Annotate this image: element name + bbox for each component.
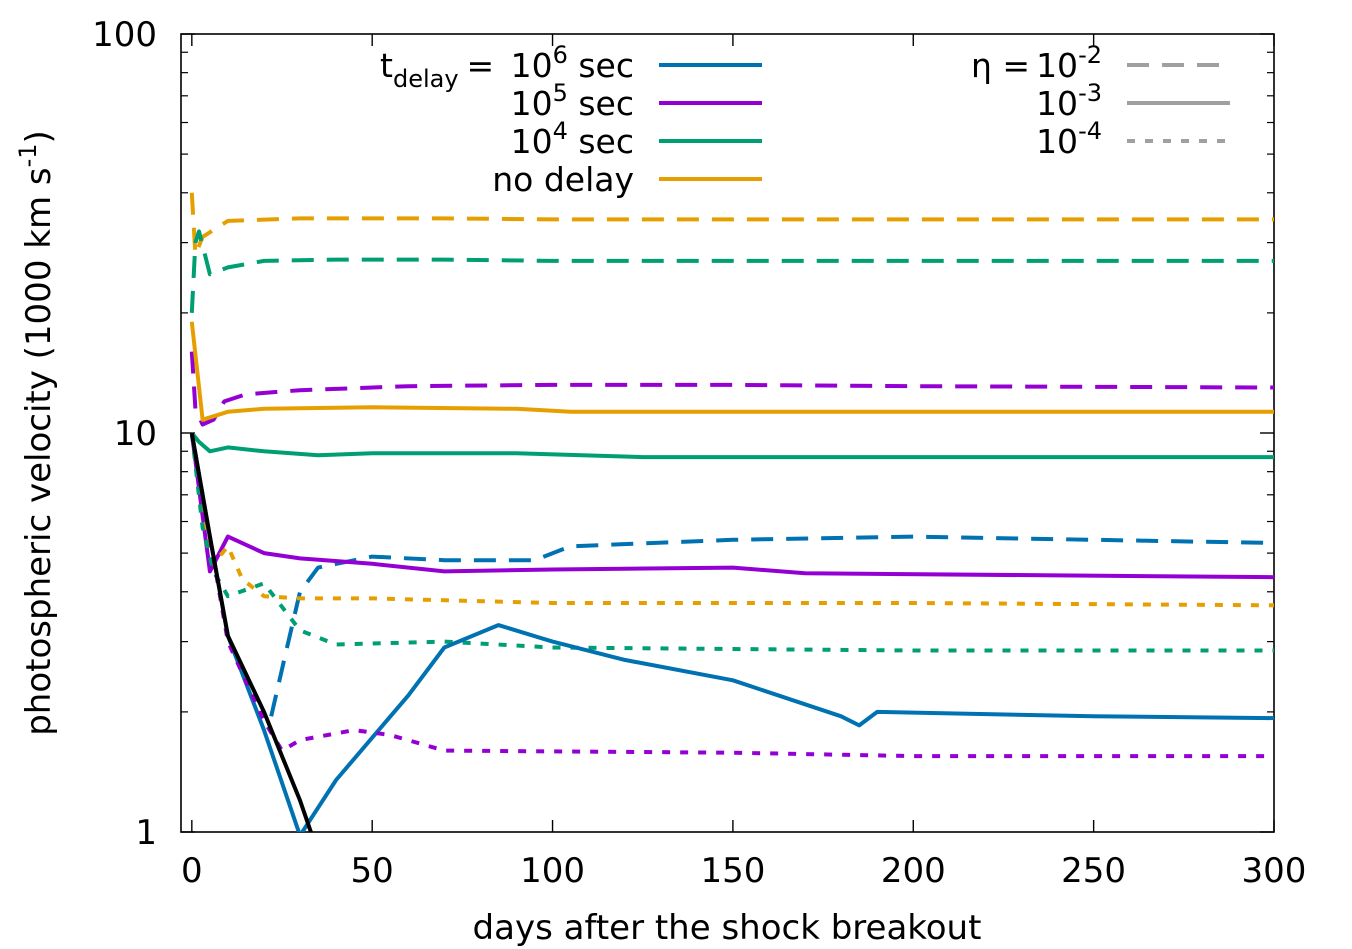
x-tick-label: 150 (700, 851, 765, 891)
series-line-8 (189, 432, 1274, 608)
y-tick-label: 10 (114, 414, 157, 454)
x-tick-label: 0 (181, 851, 203, 891)
x-axis-label: days after the shock breakout (473, 908, 982, 948)
legend-style-label: 10-2​ (1036, 41, 1102, 85)
legend-color-label: 104 sec (511, 117, 634, 161)
y-axis-label-exp: -1 (14, 143, 42, 167)
y-axis-label-close: ) (19, 130, 59, 143)
x-tick-label: 100 (520, 851, 585, 891)
x-tick-label: 50 (351, 851, 394, 891)
series-line-12 (189, 432, 313, 832)
series-line-7 (189, 432, 1274, 580)
axis-ticks: 0 50 100 150 200 250 300 1 10 100 (92, 15, 1306, 891)
series-line-1 (189, 192, 1274, 257)
x-tick-label: 250 (1061, 851, 1126, 891)
series-line-6 (269, 534, 1274, 717)
legend-style-title: η = (971, 46, 1030, 85)
legend-color-label: 105 sec (511, 79, 634, 123)
series-line-5 (190, 431, 1274, 460)
series-line-11 (189, 432, 1274, 759)
legend-color-label: no delay (492, 160, 634, 199)
series-line-3 (189, 351, 1274, 427)
legend-style-label: 10-4​ (1036, 117, 1102, 161)
y-tick-label: 1 (135, 813, 157, 853)
legend-color-label: 106 sec (511, 41, 634, 85)
legend-style-label: 10-3​ (1036, 79, 1102, 123)
series-layer (189, 192, 1274, 832)
y-tick-label: 100 (92, 15, 157, 55)
series-line-2 (189, 229, 1274, 314)
plot-frame (180, 33, 1275, 833)
legend-color-title: tdelay = (380, 46, 494, 93)
x-tick-label: 200 (881, 851, 946, 891)
x-tick-label: 300 (1242, 851, 1307, 891)
series-line-4 (189, 321, 1274, 422)
series-line-10 (189, 432, 1274, 832)
y-axis-label: photospheric velocity (1000 km s-1) (14, 130, 59, 736)
y-axis-label-main: photospheric velocity (1000 km s (19, 167, 59, 735)
